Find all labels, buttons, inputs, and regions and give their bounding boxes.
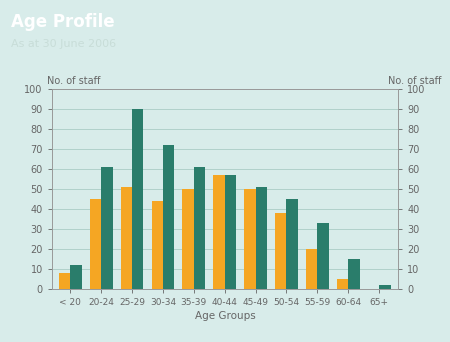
Bar — [101, 167, 112, 289]
Bar — [244, 189, 256, 289]
Bar — [132, 109, 144, 289]
Bar — [275, 213, 287, 289]
Bar — [194, 167, 205, 289]
Text: Age Profile: Age Profile — [11, 13, 115, 31]
Bar — [287, 199, 298, 289]
X-axis label: Age Groups: Age Groups — [194, 311, 256, 321]
Bar — [306, 249, 317, 289]
Bar — [317, 223, 329, 289]
Text: As at 30 June 2006: As at 30 June 2006 — [11, 39, 117, 49]
Bar — [121, 187, 132, 289]
Bar — [256, 187, 267, 289]
Bar — [348, 259, 360, 289]
Bar — [225, 175, 236, 289]
Text: No. of staff: No. of staff — [47, 76, 101, 86]
Bar — [182, 189, 194, 289]
Bar — [152, 201, 163, 289]
Bar — [59, 273, 70, 289]
Bar — [337, 279, 348, 289]
Bar — [213, 175, 225, 289]
Bar — [70, 265, 82, 289]
Bar — [379, 285, 391, 289]
Text: No. of staff: No. of staff — [387, 76, 441, 86]
Bar — [90, 199, 101, 289]
Bar — [163, 145, 174, 289]
